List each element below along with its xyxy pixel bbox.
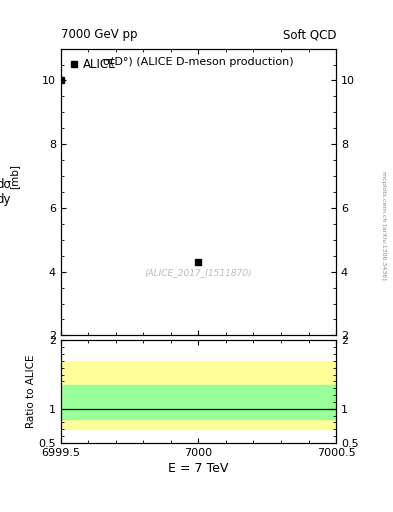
Bar bbox=[61, 361, 336, 429]
Text: 7000 GeV pp: 7000 GeV pp bbox=[61, 29, 138, 41]
Text: mcplots.cern.ch [arXiv:1306.3436]: mcplots.cern.ch [arXiv:1306.3436] bbox=[381, 171, 386, 280]
Text: (ALICE_2017_I1511870): (ALICE_2017_I1511870) bbox=[145, 268, 252, 277]
Text: Soft QCD: Soft QCD bbox=[283, 29, 336, 41]
Y-axis label: Ratio to ALICE: Ratio to ALICE bbox=[26, 355, 36, 429]
Legend: ALICE: ALICE bbox=[67, 55, 120, 75]
Text: dσ
dy: dσ dy bbox=[0, 178, 11, 206]
X-axis label: E = 7 TeV: E = 7 TeV bbox=[168, 462, 229, 475]
Text: σ(D°) (ALICE D-meson production): σ(D°) (ALICE D-meson production) bbox=[103, 57, 294, 67]
Text: [mb]: [mb] bbox=[9, 164, 19, 189]
Bar bbox=[61, 385, 336, 419]
